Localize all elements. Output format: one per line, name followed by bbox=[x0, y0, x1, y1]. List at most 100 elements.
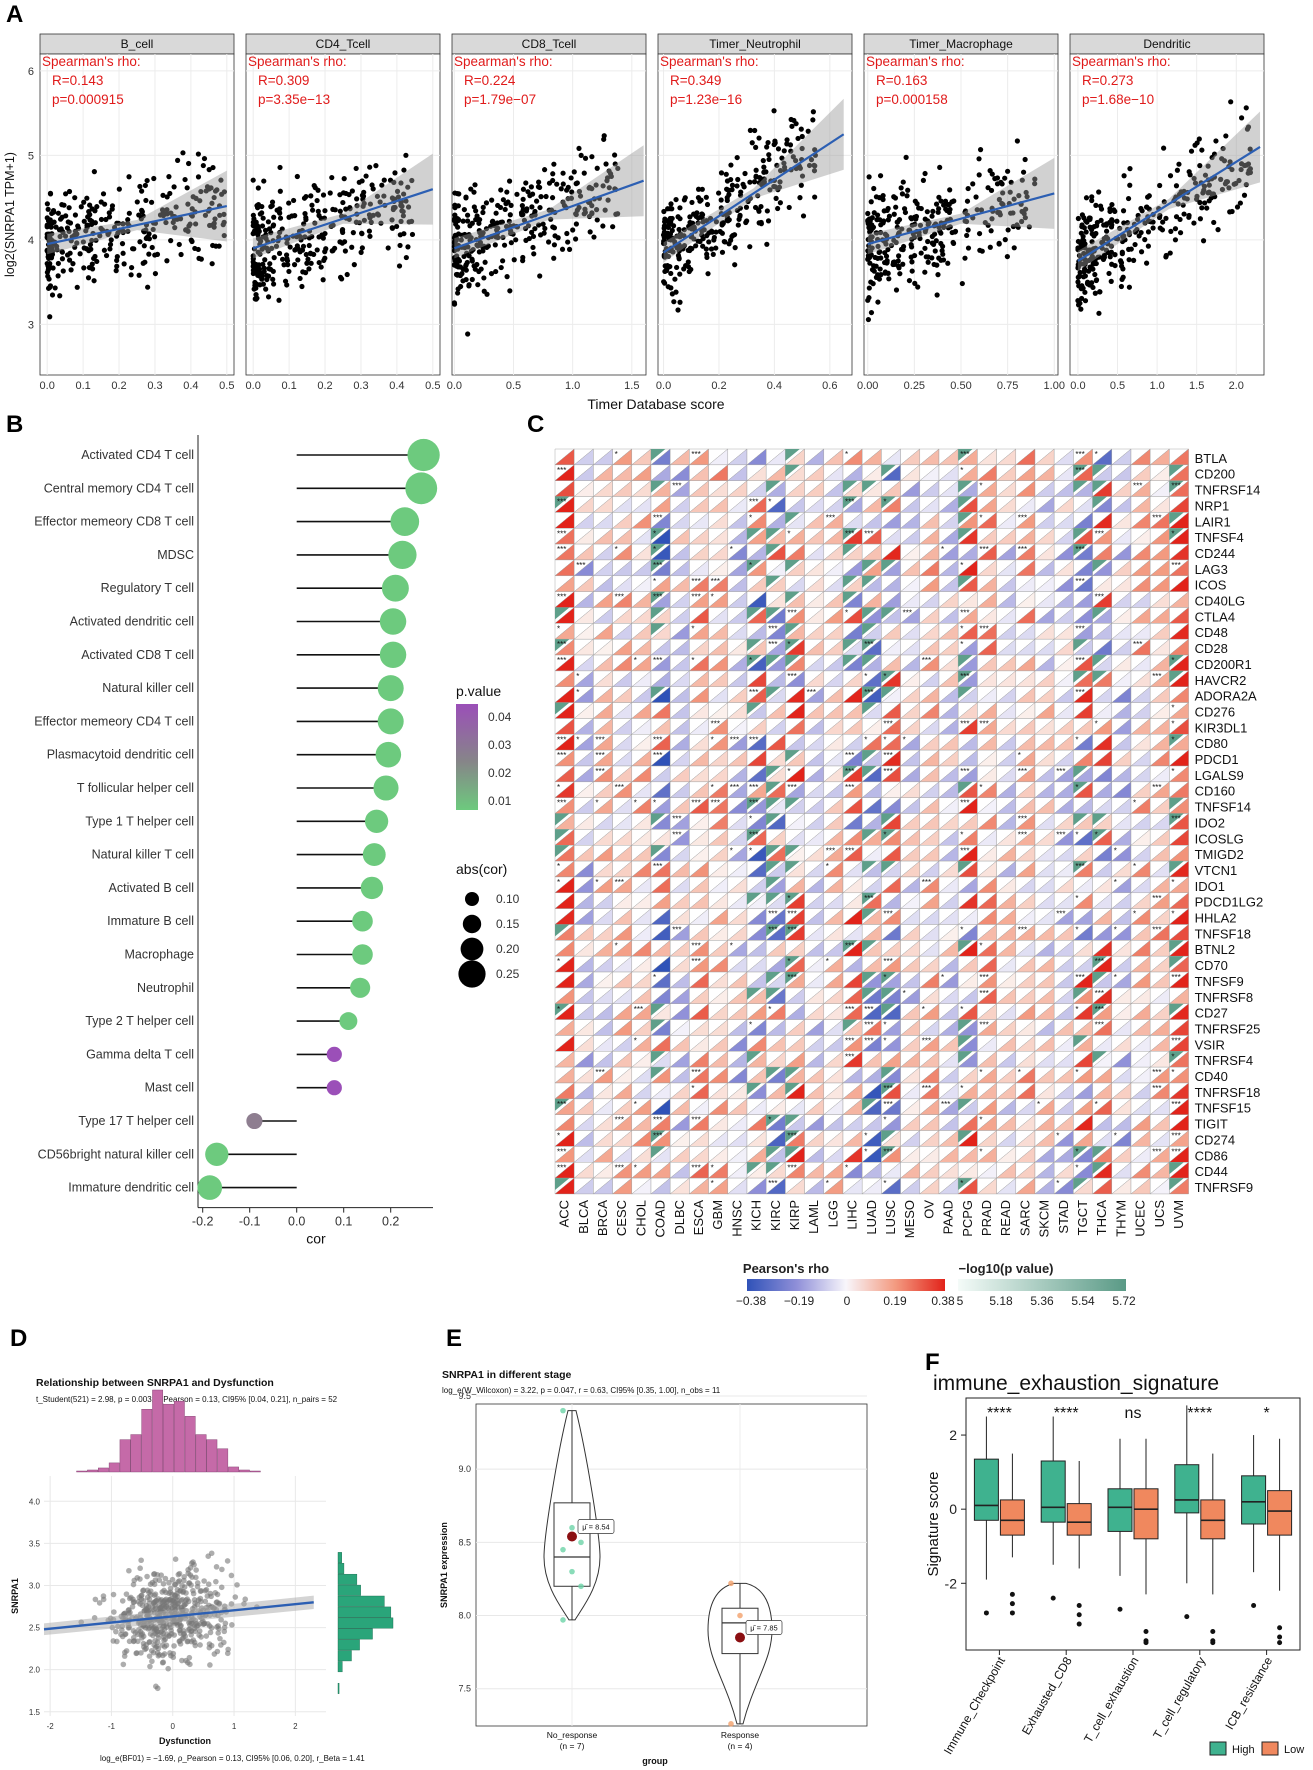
data-point bbox=[44, 231, 50, 237]
stat-label: Spearman's rho: bbox=[866, 54, 965, 69]
data-point bbox=[74, 240, 80, 246]
data-point bbox=[1121, 173, 1127, 179]
data-point bbox=[753, 167, 759, 173]
data-point bbox=[94, 204, 100, 210]
data-point bbox=[922, 170, 928, 177]
data-point bbox=[949, 229, 955, 236]
data-point bbox=[1199, 205, 1205, 211]
data-point bbox=[210, 164, 216, 171]
data-point bbox=[84, 195, 90, 201]
significance-star: * bbox=[864, 735, 867, 744]
data-point bbox=[406, 219, 412, 225]
data-point bbox=[610, 224, 616, 230]
data-point bbox=[55, 210, 61, 216]
data-point bbox=[523, 208, 530, 214]
data-point bbox=[259, 246, 265, 252]
data-point bbox=[370, 212, 376, 218]
data-point bbox=[45, 218, 52, 224]
data-point bbox=[463, 263, 469, 269]
data-point bbox=[81, 218, 87, 224]
data-point bbox=[908, 254, 914, 260]
data-point bbox=[549, 195, 556, 201]
data-point bbox=[729, 182, 736, 188]
data-point bbox=[136, 272, 142, 278]
data-point bbox=[871, 210, 877, 216]
data-point bbox=[1096, 189, 1102, 195]
data-point bbox=[259, 223, 266, 229]
data-point bbox=[602, 207, 608, 213]
data-point bbox=[50, 265, 56, 271]
data-point bbox=[389, 217, 395, 223]
x-tick-label: 0.5 bbox=[1110, 380, 1125, 392]
data-point bbox=[947, 206, 953, 213]
data-point bbox=[979, 248, 985, 254]
data-point bbox=[266, 226, 273, 232]
significance-star: *** bbox=[615, 783, 624, 792]
data-point bbox=[385, 245, 391, 251]
significance-star: *** bbox=[557, 498, 566, 507]
data-point bbox=[689, 199, 695, 206]
significance-star: *** bbox=[557, 799, 566, 808]
data-point bbox=[143, 197, 149, 204]
data-point bbox=[949, 199, 955, 205]
data-point bbox=[93, 237, 99, 243]
data-point bbox=[47, 235, 53, 241]
data-point bbox=[865, 316, 872, 323]
data-point bbox=[66, 257, 73, 263]
data-point bbox=[573, 221, 579, 227]
significance-star: * bbox=[653, 529, 656, 538]
data-point bbox=[113, 268, 119, 274]
data-point bbox=[720, 221, 726, 227]
data-point bbox=[451, 262, 457, 268]
data-point bbox=[314, 247, 320, 253]
data-point bbox=[463, 267, 469, 273]
data-point bbox=[455, 286, 461, 292]
data-point bbox=[899, 191, 906, 197]
data-point bbox=[144, 177, 150, 184]
data-point bbox=[1176, 161, 1182, 167]
data-point bbox=[810, 117, 816, 123]
data-point bbox=[1200, 238, 1207, 244]
x-tick-label: 0.4 bbox=[389, 380, 404, 392]
lollipop-dot bbox=[352, 910, 373, 932]
data-point bbox=[485, 243, 491, 249]
data-point bbox=[108, 237, 114, 243]
panel-label-c: C bbox=[527, 411, 544, 438]
significance-star: *** bbox=[883, 751, 892, 760]
data-point bbox=[747, 244, 753, 250]
significance-star: *** bbox=[1152, 513, 1161, 522]
data-point bbox=[148, 199, 155, 205]
data-point bbox=[612, 161, 618, 167]
data-point bbox=[306, 242, 312, 249]
data-point bbox=[865, 256, 871, 262]
data-point bbox=[1191, 220, 1197, 226]
significance-star: * bbox=[1171, 910, 1174, 919]
data-point bbox=[710, 251, 716, 257]
lollipop-dot bbox=[388, 540, 417, 570]
data-point bbox=[667, 206, 673, 212]
data-point bbox=[349, 188, 355, 194]
data-point bbox=[260, 281, 266, 287]
size-legend-tick: 0.10 bbox=[496, 892, 520, 906]
data-point bbox=[685, 264, 692, 270]
data-point bbox=[482, 259, 488, 265]
data-point bbox=[211, 194, 217, 201]
data-point bbox=[1239, 115, 1245, 121]
data-point bbox=[506, 218, 512, 224]
data-point bbox=[398, 180, 404, 186]
data-point bbox=[267, 266, 274, 272]
lollipop-dot bbox=[405, 472, 438, 505]
lollipop-dot bbox=[373, 775, 399, 801]
data-point bbox=[867, 224, 873, 231]
data-point bbox=[528, 184, 534, 190]
data-point bbox=[55, 273, 61, 279]
data-point bbox=[732, 262, 738, 268]
data-point bbox=[1089, 194, 1095, 200]
significance-star: * bbox=[883, 672, 886, 681]
lollipop-dot bbox=[350, 977, 371, 998]
data-point bbox=[718, 197, 724, 203]
x-tick-label: 0.75 bbox=[997, 380, 1018, 392]
significance-star: *** bbox=[691, 593, 700, 602]
data-point bbox=[460, 218, 466, 224]
